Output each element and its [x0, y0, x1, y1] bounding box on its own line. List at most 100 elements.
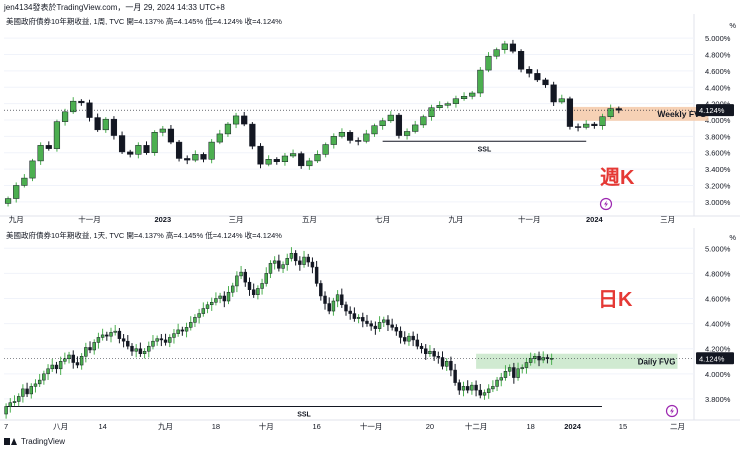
candle-body — [75, 362, 80, 366]
candle-body — [109, 332, 113, 337]
time-axis-tick: 三月 — [660, 215, 675, 224]
candle-body — [542, 79, 549, 86]
candle-body — [491, 386, 495, 390]
candle-body — [151, 340, 155, 347]
candle-body — [118, 135, 126, 153]
price-axis-tick: 3.600% — [705, 149, 731, 158]
candle-body — [352, 313, 357, 319]
candle-body — [142, 350, 147, 354]
candle-body — [436, 355, 441, 358]
weekly-chart: 美國政府債券10年期收益, 1周, TVC 開=4.137% 高=4.145% … — [0, 14, 740, 228]
candle-body — [265, 159, 272, 165]
candle-body — [327, 303, 331, 312]
candle-body — [138, 348, 143, 354]
candle-body — [78, 100, 85, 104]
candle-body — [117, 330, 122, 339]
candle-body — [143, 145, 150, 153]
candle-body — [449, 361, 453, 371]
candle-body — [461, 386, 466, 391]
candle-body — [440, 357, 445, 367]
candle-body — [226, 291, 231, 302]
candle-body — [130, 345, 134, 352]
candle-body — [193, 317, 197, 323]
candle-body — [493, 49, 500, 57]
candle-body — [192, 154, 199, 161]
candle-body — [361, 317, 365, 322]
candle-body — [100, 334, 105, 338]
candle-body — [407, 335, 411, 342]
candle-body — [46, 368, 50, 375]
candle-body — [37, 379, 42, 385]
tradingview-logo-icon — [4, 437, 18, 446]
candle-body — [155, 338, 159, 342]
candle-body — [591, 123, 598, 126]
candle-body — [201, 308, 206, 314]
candle-body — [58, 361, 63, 370]
candle-body — [172, 333, 176, 338]
candle-body — [159, 338, 164, 341]
candle-body — [516, 368, 520, 378]
candle-body — [465, 386, 470, 391]
candle-body — [8, 402, 13, 407]
candle-body — [293, 253, 298, 262]
weekly-chart-svg[interactable]: % 5.000% 4.800% 4.600% 4.400% 4.200% 4.000% 3.8… — [0, 14, 740, 228]
fvg-label: Weekly FVG — [657, 109, 706, 119]
candle-body — [499, 377, 503, 381]
candle-body — [363, 133, 370, 142]
publish-header: jen4134發表於TradingView.com，一月 29, 2024 14… — [4, 3, 225, 12]
daily-chart-svg[interactable]: % 5.000% 4.800% 4.600% 4.400% 4.200% 4.000% 3.8… — [0, 228, 740, 436]
candle-body — [331, 300, 336, 312]
price-axis-tick: 3.000% — [705, 198, 731, 207]
candle-body — [330, 136, 337, 145]
candle-body — [21, 177, 28, 186]
time-axis-tick: 八月 — [53, 422, 68, 431]
candle-body — [356, 317, 361, 319]
time-axis-tick: 十二月 — [465, 421, 488, 431]
candle-body — [306, 256, 310, 263]
candle-body — [235, 275, 239, 287]
price-axis-tick: 3.800% — [705, 132, 731, 141]
price-axis-unit: % — [729, 233, 736, 242]
candle-body — [512, 367, 516, 378]
candle-body — [102, 118, 109, 131]
candle-body — [84, 347, 88, 357]
candle-body — [110, 118, 118, 136]
candle-body — [37, 145, 44, 162]
candle-body — [428, 350, 432, 354]
candle-body — [302, 256, 306, 265]
candle-body — [390, 324, 394, 328]
candle-body — [371, 125, 378, 135]
time-axis-tick: 18 — [526, 422, 534, 431]
candle-body — [289, 253, 294, 259]
candle-body — [159, 128, 166, 133]
time-axis-tick: 九月 — [158, 422, 173, 431]
time-axis-tick: 十一月 — [518, 214, 541, 224]
ssl-label: SSL — [297, 411, 311, 418]
candle-body — [322, 144, 329, 155]
price-axis-tick: 4.200% — [705, 100, 731, 109]
time-axis-tick: 2023 — [154, 215, 171, 224]
candle-body — [230, 285, 235, 293]
candle-body — [113, 330, 117, 333]
candle-body — [92, 342, 96, 351]
candle-body — [163, 339, 168, 343]
candle-body — [298, 153, 305, 167]
time-axis-tick: 十一月 — [360, 421, 383, 431]
candle-body — [70, 100, 77, 113]
candle-body — [13, 185, 20, 199]
candle-body — [264, 273, 268, 284]
candle-body — [314, 154, 321, 162]
candle-body — [386, 319, 390, 326]
price-axis-tick: 4.800% — [705, 51, 731, 60]
footer-brand-label: TradingView — [21, 437, 66, 446]
candle-body — [566, 98, 574, 127]
candle-body — [495, 379, 499, 387]
price-axis-tick: 3.200% — [705, 181, 731, 190]
candle-body — [168, 337, 172, 343]
candle-body — [126, 340, 130, 347]
candle-body — [444, 103, 451, 106]
time-axis-tick: 14 — [98, 422, 106, 431]
candle-body — [411, 335, 415, 341]
candle-body — [415, 339, 420, 347]
candle-body — [175, 141, 183, 159]
